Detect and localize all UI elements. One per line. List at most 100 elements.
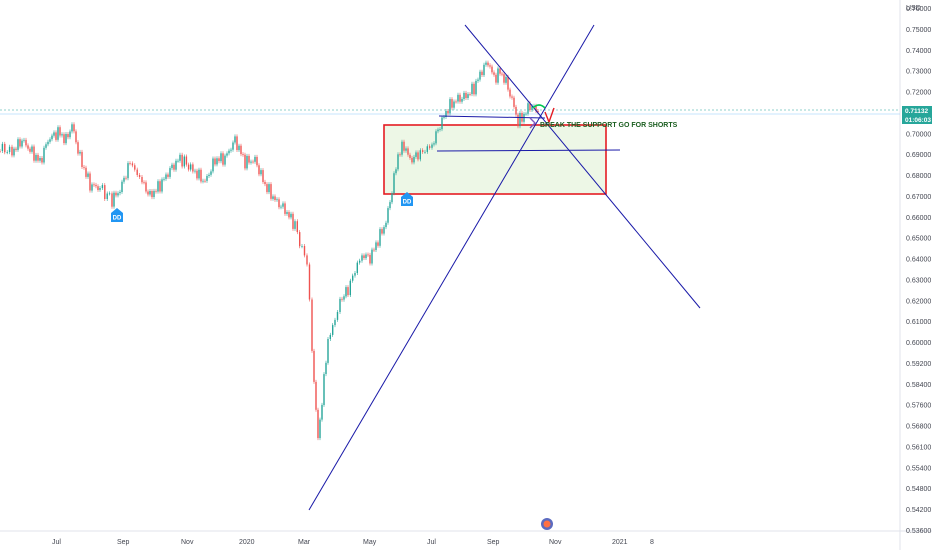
candle-body <box>296 221 298 233</box>
candle-body <box>507 76 509 90</box>
candle-body <box>256 156 258 166</box>
candle-body <box>136 169 138 175</box>
candle-body <box>51 135 53 140</box>
candle-body <box>361 255 363 261</box>
candle-body <box>222 153 224 165</box>
candle-body <box>485 62 487 65</box>
candle-body <box>445 111 447 117</box>
dividend-badge-1[interactable]: DD <box>111 208 123 222</box>
candle-body <box>95 184 97 187</box>
candle-body <box>79 151 81 154</box>
candle-body <box>389 202 391 209</box>
candle-body <box>151 191 153 198</box>
candle-body <box>138 175 141 177</box>
candle-body <box>463 92 465 99</box>
price-tick-label: 0.70000 <box>906 131 931 138</box>
candle-body <box>196 170 198 179</box>
candle-body <box>341 298 343 300</box>
candle-body <box>369 254 371 264</box>
horizontal-support-line-upper[interactable] <box>438 115 546 119</box>
candle-body <box>260 170 262 175</box>
candle-body <box>491 66 493 73</box>
candle-body <box>218 158 220 162</box>
candle-body <box>453 101 455 108</box>
last-price-value: 0.71132 <box>905 108 929 115</box>
candle-body <box>447 111 449 114</box>
candle-body <box>483 64 485 76</box>
candle-body <box>393 173 395 194</box>
candle-body <box>115 192 117 196</box>
candle-body <box>272 196 274 199</box>
candle-body <box>424 151 426 153</box>
price-tick-label: 0.67000 <box>906 194 931 201</box>
candle-body <box>23 139 25 141</box>
candle-body <box>89 173 91 191</box>
price-tick-label: 0.55400 <box>906 465 931 472</box>
candle-body <box>356 262 358 273</box>
time-tick-label: Sep <box>117 539 130 546</box>
candle-body <box>401 141 403 155</box>
candle-body <box>339 298 341 312</box>
candle-body <box>175 160 177 170</box>
candle-body <box>169 168 171 177</box>
candle-body <box>313 350 315 382</box>
price-tick-label: 0.57600 <box>906 403 931 410</box>
candle-body <box>153 190 155 197</box>
candle-body <box>216 158 218 165</box>
candle-body <box>513 97 515 107</box>
candle-body <box>155 190 157 192</box>
candle-body <box>47 141 49 145</box>
candle-body <box>59 127 61 136</box>
candle-body <box>55 132 57 140</box>
candle-body <box>397 154 399 170</box>
candle-body <box>475 80 477 95</box>
candle-body <box>206 176 208 181</box>
demand-zone-box[interactable] <box>383 124 607 195</box>
candle-body <box>63 134 65 144</box>
candle-body <box>200 169 202 182</box>
candle-body <box>65 134 67 144</box>
candle-body <box>280 206 282 208</box>
price-tick-label: 0.74000 <box>906 48 931 55</box>
candle-body <box>292 213 294 229</box>
candle-body <box>264 181 266 185</box>
dividend-badge-2[interactable]: DD <box>401 192 413 206</box>
candle-body <box>27 145 29 149</box>
candle-body <box>173 164 175 170</box>
candle-body <box>274 196 276 200</box>
tradingview-logo-icon <box>541 518 553 530</box>
candle-body <box>15 148 17 150</box>
candle-body <box>208 174 210 176</box>
last-price-tag: 0.71132 01:06:03 <box>902 106 932 124</box>
candle-body <box>165 174 167 179</box>
horizontal-support-line-lower[interactable] <box>436 149 621 152</box>
candle-body <box>129 163 131 164</box>
green-check-mark <box>532 104 546 109</box>
price-axis[interactable]: 0.760000.750000.740000.730000.720000.710… <box>906 6 931 535</box>
candle-body <box>327 339 329 363</box>
time-axis[interactable]: Jul Sep Nov 2020 Mar May Jul Sep Nov 2021 8 <box>52 539 654 546</box>
candle-body <box>469 94 471 95</box>
candle-body <box>254 156 256 162</box>
time-tick-label: Nov <box>549 539 562 546</box>
price-tick-label: 0.68000 <box>906 173 931 180</box>
time-tick-label: Mar <box>298 539 311 546</box>
candle-body <box>443 117 445 118</box>
ascending-trendline[interactable] <box>308 24 595 511</box>
candle-body <box>497 68 499 83</box>
descending-trendline[interactable] <box>464 24 701 309</box>
candle-body <box>451 99 453 108</box>
price-tick-label: 0.59200 <box>906 361 931 368</box>
candle-body <box>181 154 183 167</box>
candle-body <box>403 141 405 151</box>
currency-label: USD <box>906 5 921 12</box>
candle-body <box>531 106 533 110</box>
candle-body <box>515 106 517 115</box>
candle-body <box>286 212 288 214</box>
candle-body <box>77 142 79 154</box>
candle-body <box>262 170 264 182</box>
candle-body <box>349 280 351 296</box>
candle-body <box>123 177 125 182</box>
candle-body <box>399 154 401 156</box>
